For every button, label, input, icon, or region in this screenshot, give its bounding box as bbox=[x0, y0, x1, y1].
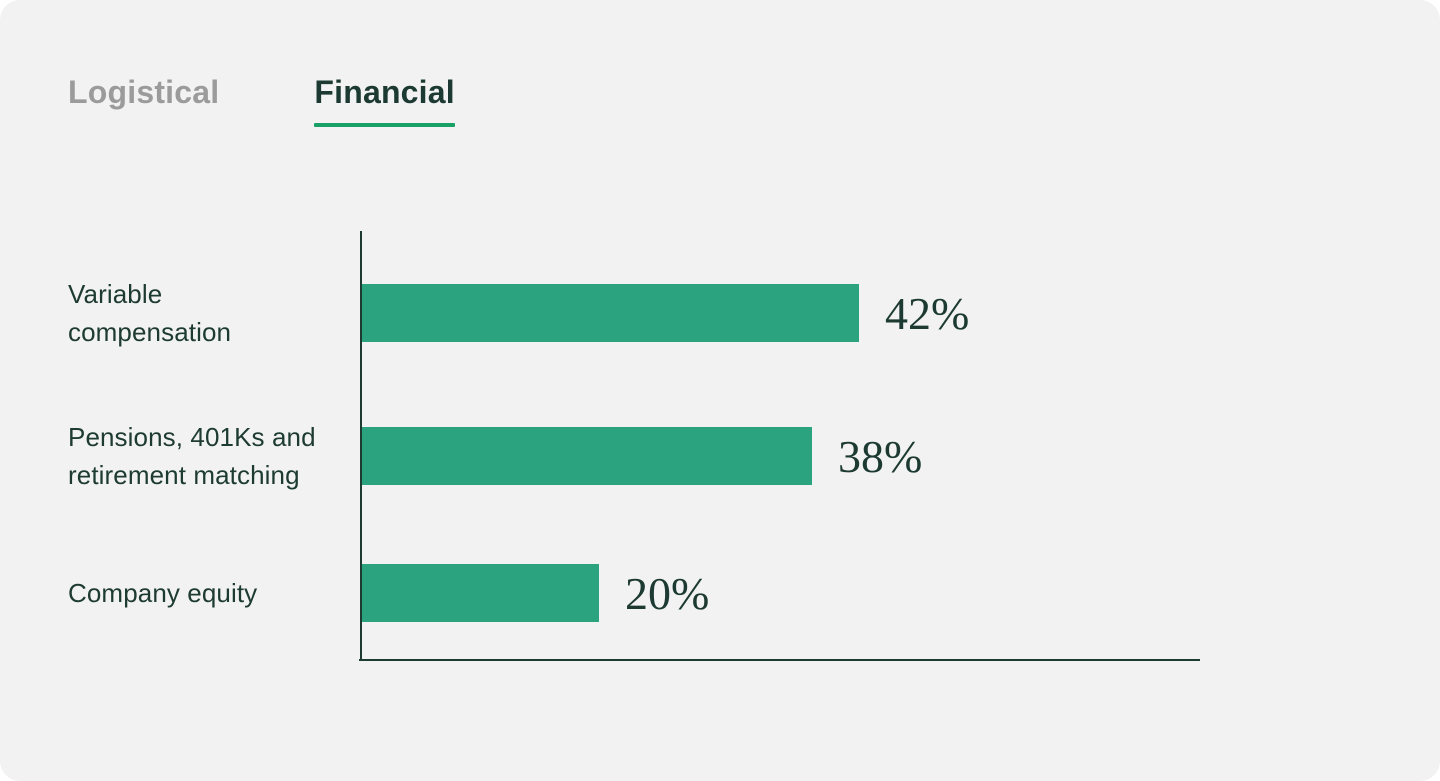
bar-row: 42% bbox=[362, 284, 969, 342]
bar-pensions-401ks bbox=[362, 427, 812, 485]
category-label-company-equity: Company equity bbox=[68, 564, 368, 622]
category-label-pensions-401ks: Pensions, 401Ks and retirement matching bbox=[68, 422, 368, 490]
category-label-line: retirement matching bbox=[68, 460, 300, 490]
value-label: 42% bbox=[885, 287, 970, 339]
tab-financial-label: Financial bbox=[314, 74, 455, 110]
category-label-line: compensation bbox=[68, 317, 232, 347]
y-axis-line bbox=[360, 231, 362, 661]
tab-bar: Logistical Financial bbox=[68, 74, 455, 127]
active-tab-underline bbox=[314, 123, 455, 127]
category-label-line: Company equity bbox=[68, 578, 258, 608]
bar-row: 38% bbox=[362, 427, 922, 485]
value-label: 20% bbox=[625, 567, 710, 619]
value-label: 38% bbox=[838, 430, 923, 482]
tab-logistical[interactable]: Logistical bbox=[68, 74, 219, 111]
bar-company-equity bbox=[362, 564, 599, 622]
tab-logistical-label: Logistical bbox=[68, 74, 220, 110]
bar-variable-compensation bbox=[362, 284, 859, 342]
category-label-line: Pensions, 401Ks and bbox=[68, 422, 316, 452]
x-axis-line bbox=[359, 659, 1200, 661]
bar-row: 20% bbox=[362, 564, 709, 622]
category-label-variable-compensation: Variable compensation bbox=[68, 279, 368, 347]
category-label-line: Variable bbox=[68, 279, 163, 309]
tab-financial[interactable]: Financial bbox=[314, 74, 455, 127]
